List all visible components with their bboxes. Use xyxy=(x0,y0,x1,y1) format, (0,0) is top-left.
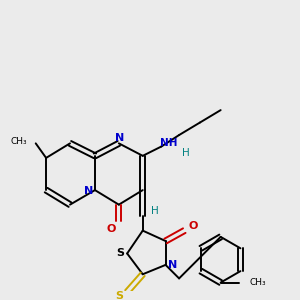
Text: N: N xyxy=(168,260,178,270)
Text: H: H xyxy=(182,148,190,158)
Text: S: S xyxy=(115,291,123,300)
Text: N: N xyxy=(84,186,93,196)
Text: H: H xyxy=(151,206,159,216)
Text: O: O xyxy=(107,224,116,233)
Text: CH₃: CH₃ xyxy=(11,137,27,146)
Text: N: N xyxy=(115,133,124,143)
Text: S: S xyxy=(116,248,124,259)
Text: O: O xyxy=(189,221,198,232)
Text: CH₃: CH₃ xyxy=(250,278,266,287)
Text: NH: NH xyxy=(160,138,177,148)
